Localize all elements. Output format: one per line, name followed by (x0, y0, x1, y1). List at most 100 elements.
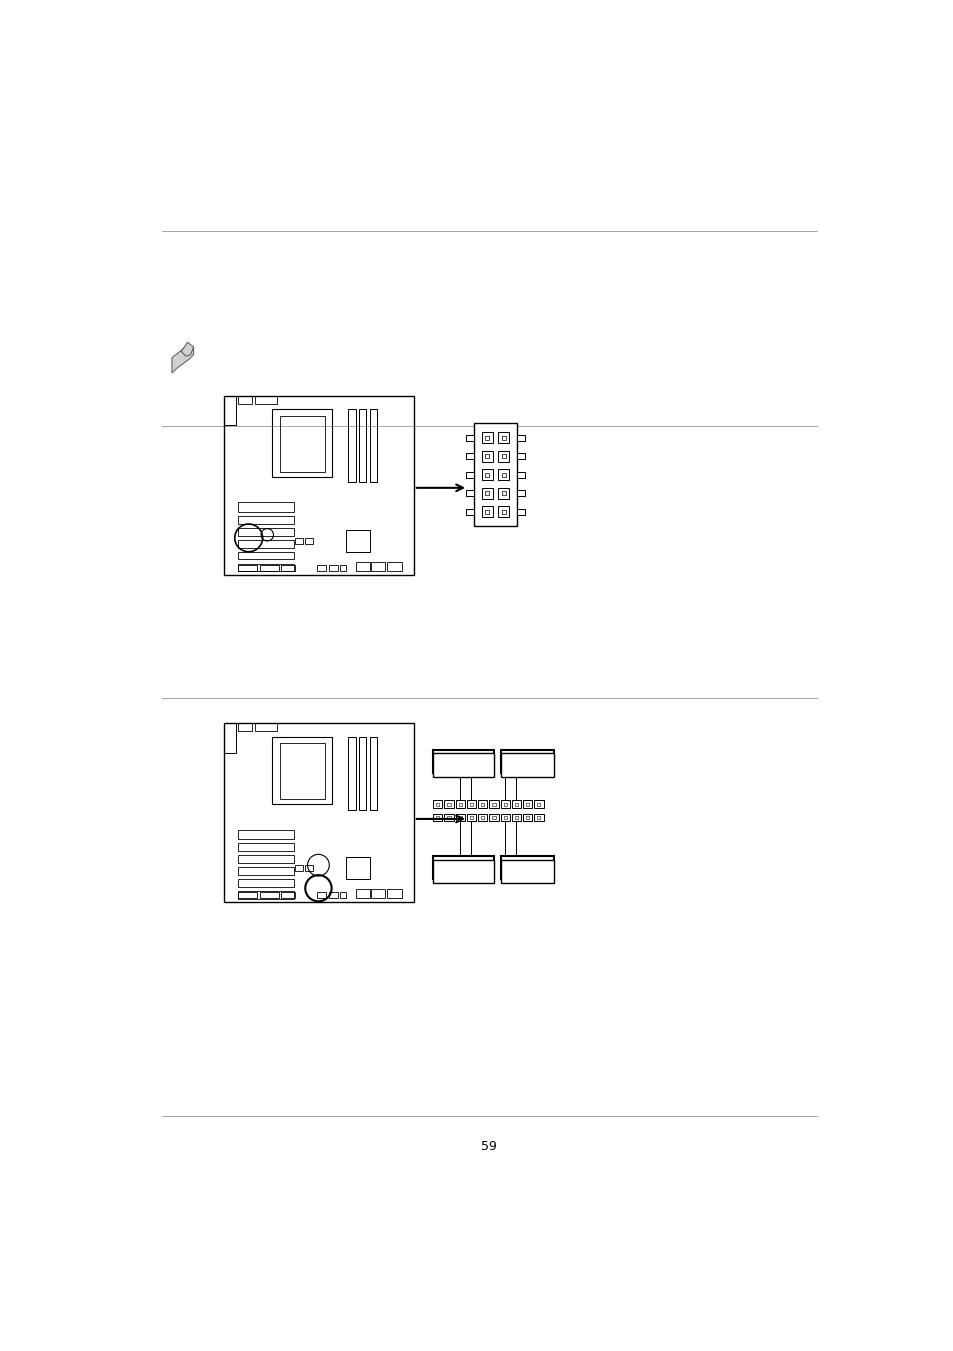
Bar (386, 889, 402, 898)
Polygon shape (172, 346, 193, 373)
Bar (279, 416, 324, 471)
Bar (237, 880, 294, 886)
Bar (237, 855, 294, 863)
Bar (348, 409, 355, 482)
Bar (316, 565, 326, 571)
Polygon shape (181, 342, 193, 357)
Bar (497, 507, 509, 517)
Bar (371, 889, 385, 898)
Bar (497, 432, 509, 443)
Bar (444, 813, 454, 821)
Text: 59: 59 (480, 1140, 497, 1154)
Bar (500, 859, 554, 882)
Bar (501, 509, 505, 513)
Bar (369, 736, 377, 809)
Bar (500, 750, 554, 773)
Bar (447, 816, 450, 819)
Bar (489, 813, 498, 821)
Bar (485, 436, 489, 439)
Bar (501, 492, 505, 496)
Bar (224, 396, 236, 426)
Bar (272, 409, 332, 477)
Bar (525, 802, 529, 805)
Bar (492, 816, 495, 819)
Bar (237, 551, 294, 559)
Bar (355, 889, 369, 898)
Bar (466, 435, 474, 440)
Bar (497, 451, 509, 462)
Bar (497, 488, 509, 499)
Bar (481, 488, 493, 499)
Bar (328, 565, 337, 571)
Bar (466, 453, 474, 459)
Bar (237, 843, 294, 851)
Bar (517, 490, 524, 496)
Bar (537, 802, 540, 805)
Bar (458, 802, 461, 805)
Bar (477, 813, 487, 821)
Bar (348, 736, 355, 809)
Bar (355, 562, 369, 571)
Bar (237, 890, 294, 898)
Bar (369, 409, 377, 482)
Bar (433, 857, 493, 880)
Bar (497, 469, 509, 480)
Bar (224, 723, 236, 753)
Bar (433, 754, 493, 777)
Bar (466, 490, 474, 496)
Bar (272, 736, 332, 804)
Bar (456, 813, 464, 821)
Bar (522, 800, 532, 808)
Bar (515, 802, 517, 805)
Bar (237, 563, 294, 571)
Bar (466, 508, 474, 515)
Bar (340, 892, 346, 898)
Bar (346, 858, 369, 880)
Bar (340, 565, 346, 571)
Bar (294, 865, 303, 871)
Bar (281, 892, 294, 898)
Bar (237, 892, 257, 898)
Bar (466, 800, 476, 808)
Bar (259, 565, 278, 571)
Bar (237, 723, 252, 731)
Bar (517, 435, 524, 440)
Bar (224, 723, 414, 902)
Bar (279, 743, 324, 798)
Bar (436, 802, 439, 805)
Bar (470, 802, 473, 805)
Bar (433, 750, 493, 773)
Bar (466, 813, 476, 821)
Bar (515, 816, 517, 819)
Bar (522, 813, 532, 821)
Bar (534, 800, 543, 808)
Bar (254, 396, 276, 404)
Bar (503, 802, 506, 805)
Bar (316, 892, 326, 898)
Bar (466, 471, 474, 478)
Bar (444, 800, 454, 808)
Bar (458, 816, 461, 819)
Bar (517, 508, 524, 515)
Bar (237, 516, 294, 524)
Bar (358, 409, 366, 482)
Bar (525, 816, 529, 819)
Bar (517, 453, 524, 459)
Bar (481, 507, 493, 517)
Bar (501, 473, 505, 477)
Bar (294, 538, 303, 544)
Bar (500, 857, 554, 880)
Bar (511, 800, 520, 808)
Bar (237, 540, 294, 547)
Bar (470, 816, 473, 819)
Bar (481, 451, 493, 462)
Bar (481, 432, 493, 443)
Bar (534, 813, 543, 821)
Bar (237, 396, 252, 404)
Bar (500, 754, 554, 777)
Bar (537, 816, 540, 819)
Bar (237, 830, 294, 839)
Bar (237, 503, 294, 512)
Bar (371, 562, 385, 571)
Bar (489, 800, 498, 808)
